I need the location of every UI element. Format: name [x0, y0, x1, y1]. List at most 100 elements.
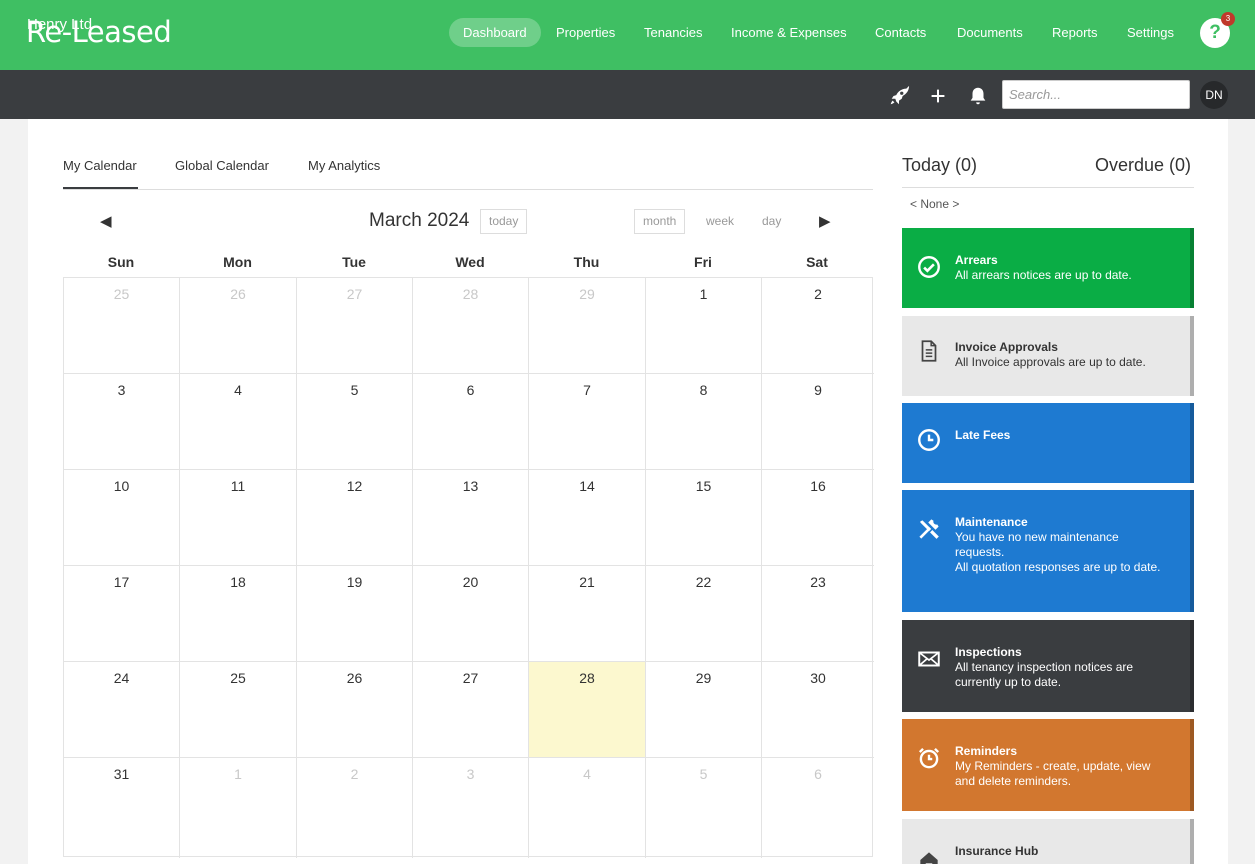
day-number: 28 [462, 286, 479, 302]
day-of-week-sat: Sat [806, 254, 828, 270]
task-card-line: All Invoice approvals are up to date. [955, 355, 1146, 369]
today-button[interactable]: today [480, 209, 528, 234]
plus-icon[interactable] [927, 85, 949, 107]
rocket-icon[interactable] [888, 85, 910, 107]
calendar-day-cell[interactable]: 24 [64, 662, 180, 758]
task-card-description: My Reminders - create, update, view and … [955, 759, 1170, 789]
overdue-count[interactable]: Overdue (0) [1095, 155, 1192, 175]
calendar-day-cell[interactable]: 25 [180, 662, 297, 758]
calendar-day-cell[interactable]: 25 [64, 278, 180, 374]
task-card-maintenance[interactable]: Maintenance You have no new maintenance r… [902, 490, 1194, 612]
calendar-day-cell[interactable]: 2 [297, 758, 413, 858]
nav-documents[interactable]: Documents [957, 25, 1023, 40]
task-card-title: Maintenance [955, 515, 1028, 529]
calendar-day-cell[interactable]: 27 [297, 278, 413, 374]
day-number: 17 [113, 574, 130, 590]
calendar-day-cell[interactable]: 2 [762, 278, 874, 374]
prev-month-button[interactable]: ◀ [100, 213, 112, 230]
task-card-description: You have no new maintenance requests. All… [955, 530, 1170, 575]
calendar-day-cell[interactable]: 9 [762, 374, 874, 470]
week-view-button[interactable]: week [706, 214, 735, 228]
calendar-day-cell[interactable]: 13 [413, 470, 529, 566]
tab-my-analytics[interactable]: My Analytics [308, 158, 381, 173]
task-card-inspections[interactable]: Inspections All tenancy inspection notice… [902, 620, 1194, 712]
day-number: 27 [462, 670, 479, 686]
calendar-day-cell[interactable]: 18 [180, 566, 297, 662]
calendar-day-cell[interactable]: 16 [762, 470, 874, 566]
calendar-day-cell[interactable]: 4 [529, 758, 646, 858]
nav-properties[interactable]: Properties [556, 25, 616, 40]
calendar-day-cell[interactable]: 28 [413, 278, 529, 374]
calendar-day-cell[interactable]: 12 [297, 470, 413, 566]
calendar-day-cell[interactable]: 7 [529, 374, 646, 470]
top-navigation-bar [0, 0, 1255, 70]
company-name[interactable]: Henry Ltd [27, 16, 93, 33]
tab-global-calendar[interactable]: Global Calendar [175, 158, 269, 173]
calendar-day-cell[interactable]: 5 [297, 374, 413, 470]
calendar-day-cell[interactable]: 3 [64, 374, 180, 470]
calendar-day-cell[interactable]: 19 [297, 566, 413, 662]
search-input[interactable] [1002, 80, 1190, 109]
calendar-day-cell[interactable]: 26 [297, 662, 413, 758]
calendar-day-cell[interactable]: 27 [413, 662, 529, 758]
calendar-day-cell[interactable]: 20 [413, 566, 529, 662]
user-avatar[interactable]: DN [1200, 81, 1228, 109]
calendar-tabs [63, 140, 873, 190]
nav-settings[interactable]: Settings [1127, 25, 1174, 40]
task-card-insurance-hub[interactable]: Insurance Hub [902, 819, 1194, 864]
calendar-day-cell[interactable]: 1 [180, 758, 297, 858]
nav-contacts[interactable]: Contacts [875, 25, 927, 40]
home-icon [920, 852, 938, 864]
day-number: 4 [234, 382, 242, 398]
day-view-button[interactable]: day [762, 214, 782, 228]
nav-tenancies[interactable]: Tenancies [644, 25, 703, 40]
task-card-line: All quotation responses are up to date. [955, 560, 1161, 574]
calendar-day-cell[interactable]: 17 [64, 566, 180, 662]
day-of-week-thu: Thu [573, 254, 600, 270]
day-number: 18 [230, 574, 246, 590]
task-card-title: Late Fees [955, 428, 1011, 442]
calendar-day-cell[interactable]: 1 [646, 278, 762, 374]
day-number: 26 [346, 670, 363, 686]
calendar-day-cell[interactable]: 28 [529, 662, 646, 758]
day-number: 6 [466, 382, 475, 398]
nav-reports[interactable]: Reports [1052, 25, 1098, 40]
calendar-day-cell[interactable]: 22 [646, 566, 762, 662]
calendar-day-cell[interactable]: 30 [762, 662, 874, 758]
no-tasks-label: < None > [910, 197, 960, 211]
today-count[interactable]: Today (0) [902, 155, 978, 175]
calendar-grid: 25 26 27 28 29 1 2 3 4 5 6 7 8 9 10 11 12 13 14 15 16 17 18 19 2… [63, 277, 874, 858]
next-month-button[interactable]: ▶ [819, 213, 831, 230]
task-card-arrears[interactable]: Arrears All arrears notices are up to dat… [902, 228, 1194, 308]
calendar-day-cell[interactable]: 5 [646, 758, 762, 858]
calendar-day-cell[interactable]: 23 [762, 566, 874, 662]
task-card-late-fees[interactable]: Late Fees [902, 403, 1194, 483]
month-view-button[interactable]: month [634, 209, 686, 234]
task-card-invoice-approvals[interactable]: Invoice Approvals All Invoice approvals a… [902, 316, 1194, 396]
calendar-day-cell[interactable]: 4 [180, 374, 297, 470]
document-icon [921, 340, 937, 362]
nav-dashboard[interactable]: Dashboard [449, 18, 541, 47]
calendar-day-cell[interactable]: 8 [646, 374, 762, 470]
calendar-day-cell[interactable]: 14 [529, 470, 646, 566]
calendar-day-cell[interactable]: 11 [180, 470, 297, 566]
tab-my-calendar[interactable]: My Calendar [63, 158, 137, 173]
calendar-day-cell[interactable]: 3 [413, 758, 529, 858]
calendar-day-cell[interactable]: 6 [762, 758, 874, 858]
app-logo[interactable]: Re-Leased [26, 15, 172, 49]
day-number: 29 [695, 670, 712, 686]
calendar-day-cell[interactable]: 10 [64, 470, 180, 566]
calendar-day-cell[interactable]: 31 [64, 758, 180, 858]
calendar-day-cell[interactable]: 15 [646, 470, 762, 566]
calendar-day-cell[interactable]: 21 [529, 566, 646, 662]
calendar-day-cell[interactable]: 26 [180, 278, 297, 374]
calendar-day-cell[interactable]: 6 [413, 374, 529, 470]
day-number: 1 [699, 286, 708, 302]
day-number: 31 [113, 766, 130, 782]
task-card-title: Reminders [955, 744, 1018, 758]
bell-icon[interactable] [967, 85, 989, 107]
nav-income-expenses[interactable]: Income & Expenses [731, 25, 847, 40]
calendar-day-cell[interactable]: 29 [529, 278, 646, 374]
calendar-day-cell[interactable]: 29 [646, 662, 762, 758]
task-card-reminders[interactable]: Reminders My Reminders - create, update, … [902, 719, 1194, 811]
